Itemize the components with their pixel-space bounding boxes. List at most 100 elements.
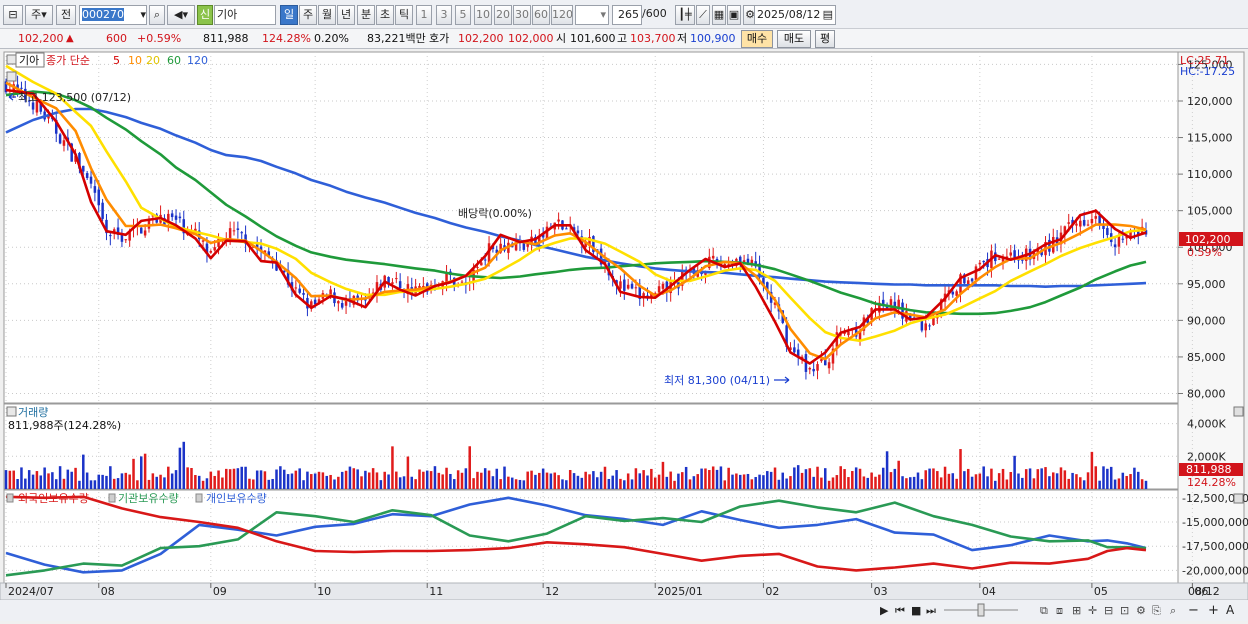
legend-individual: 개인보유수량 <box>206 492 267 505</box>
volume-close-icon[interactable] <box>1233 406 1244 417</box>
scroll-right-icon[interactable]: ▶ <box>880 604 889 617</box>
volume-bar <box>306 471 309 489</box>
interval-120[interactable]: 120 <box>551 5 573 25</box>
volume-bar <box>599 471 603 489</box>
interval-60[interactable]: 60 <box>532 5 550 25</box>
settings-icon[interactable]: ⚙ <box>1136 604 1146 617</box>
interval-10[interactable]: 10 <box>474 5 492 25</box>
interval-5[interactable]: 5 <box>455 5 471 25</box>
date-input[interactable]: 2025/08/12 ▤ <box>754 5 836 25</box>
interval-30[interactable]: 30 <box>513 5 531 25</box>
chart-settings-icon[interactable]: ⊟ <box>3 5 23 25</box>
stock-chart[interactable]: 125,000120,000115,000110,000105,000100,0… <box>0 50 1248 621</box>
volume-bar <box>1005 479 1009 489</box>
data-count-input[interactable]: 265 <box>612 5 642 25</box>
zoom-out-icon[interactable]: − <box>1188 603 1199 618</box>
volume-bar <box>510 477 514 489</box>
candle-body <box>796 349 800 358</box>
timeframe-week[interactable]: 주 <box>299 5 317 25</box>
candle-type-icon[interactable]: ┃╪ <box>675 5 695 25</box>
average-button[interactable]: 평 <box>815 30 835 48</box>
interval-1[interactable]: 1 <box>416 5 432 25</box>
timeframe-day[interactable]: 일 <box>280 5 298 25</box>
timeframe-month[interactable]: 월 <box>318 5 336 25</box>
candle-body <box>85 173 89 178</box>
volume-menu-icon[interactable] <box>6 406 17 417</box>
layout-icon[interactable]: ⧉ <box>1040 604 1048 617</box>
prev-button[interactable]: 전 <box>56 5 76 25</box>
volume-bar <box>395 471 398 489</box>
interval-3[interactable]: 3 <box>436 5 452 25</box>
volume-bar <box>1117 478 1121 489</box>
jump-end-icon[interactable]: ⏭ <box>926 604 936 617</box>
volume-bars <box>4 441 1148 489</box>
candle-body <box>282 270 286 273</box>
candle-body <box>831 348 835 364</box>
compare-icon[interactable]: ⊡ <box>1120 604 1129 617</box>
candle-body <box>982 260 985 263</box>
grid-icon[interactable]: ▦ <box>712 5 726 25</box>
chart-area[interactable]: 125,000 120,000 115,000 110,000 105,000 100,0… <box>0 50 1248 621</box>
sell-button[interactable]: 매도 <box>777 30 811 48</box>
volume-bar <box>97 474 101 489</box>
timeframe-tick[interactable]: 틱 <box>395 5 413 25</box>
quote-bar: 102,200 ▲ 600 +0.59% 811,988 124.28% 0.2… <box>0 29 1248 49</box>
split-icon[interactable]: ⧈ <box>1056 604 1063 617</box>
stop-icon[interactable]: ■ <box>911 604 921 617</box>
volume-bar <box>472 478 475 489</box>
holdings-close-icon[interactable] <box>1233 493 1244 504</box>
zoom-in-icon[interactable]: + <box>1208 603 1219 618</box>
interval-20[interactable]: 20 <box>494 5 512 25</box>
x-axis-bar <box>0 582 1248 601</box>
volume-bar <box>986 476 989 489</box>
save-icon[interactable]: ▣ <box>727 5 741 25</box>
scroll-controls[interactable]: ▶ ⏮ ■ ⏭ ⧉ ⧈ ⊞ ✛ ⊟ ⊡ ⚙ ⎘ ⌕ − + A <box>880 603 1235 618</box>
draw-line-icon[interactable]: ⟋ <box>696 5 710 25</box>
volume-bar <box>228 469 232 489</box>
candle-body <box>1144 230 1148 235</box>
ruler-icon[interactable]: ⊟ <box>1104 604 1113 617</box>
stock-code-input[interactable]: 000270 ▾ <box>79 5 147 25</box>
volume-bar <box>163 477 166 489</box>
jump-start-icon[interactable]: ⏮ <box>895 604 905 617</box>
zoom-slider-handle[interactable] <box>977 603 985 617</box>
legend-toggle-icon[interactable] <box>6 71 17 82</box>
candle-body <box>174 215 178 220</box>
volume-bar <box>1063 470 1067 489</box>
candle-body <box>128 230 131 241</box>
volume-bar <box>804 469 808 489</box>
volume-bar <box>483 468 487 489</box>
crosshair-icon[interactable]: ✛ <box>1088 604 1097 617</box>
timeframe-second[interactable]: 초 <box>376 5 394 25</box>
high-price: 103,700 <box>630 32 676 45</box>
volume-bar <box>1086 472 1090 489</box>
holdings-menu-icon[interactable] <box>6 493 14 503</box>
candle-body <box>167 213 170 224</box>
candle-body <box>259 246 263 252</box>
volume-bar <box>418 469 421 489</box>
panel-menu-icon[interactable] <box>6 54 17 65</box>
volume-title: 거래량 <box>18 406 48 419</box>
high-arrow-icon <box>8 93 16 101</box>
fit-icon[interactable]: ⊞ <box>1072 604 1081 617</box>
interval-custom-select[interactable]: ▾ <box>575 5 609 25</box>
volume-bar <box>603 466 607 489</box>
search-icon[interactable]: ⌕ <box>149 5 165 25</box>
volume-bar <box>325 475 329 489</box>
text-tool-icon[interactable]: A <box>1226 603 1235 617</box>
search-zoom-icon[interactable]: ⌕ <box>1170 604 1176 617</box>
bid-label: 호가 <box>429 32 450 45</box>
timeframe-year[interactable]: 년 <box>337 5 355 25</box>
stock-name-field[interactable]: 기아 <box>214 5 276 25</box>
volume-bar <box>82 454 85 489</box>
ask-price: 102,000 <box>508 32 554 45</box>
volume-bar <box>302 480 305 489</box>
sound-icon[interactable]: ◀▾ <box>167 5 195 25</box>
candle-body <box>955 291 958 296</box>
foreign-holdings-line <box>5 495 1147 572</box>
period-select[interactable]: 주▾ <box>25 5 53 25</box>
timeframe-minute[interactable]: 분 <box>357 5 375 25</box>
candle-body <box>584 242 587 248</box>
buy-button[interactable]: 매수 <box>741 30 773 48</box>
copy-icon[interactable]: ⎘ <box>1152 604 1161 617</box>
